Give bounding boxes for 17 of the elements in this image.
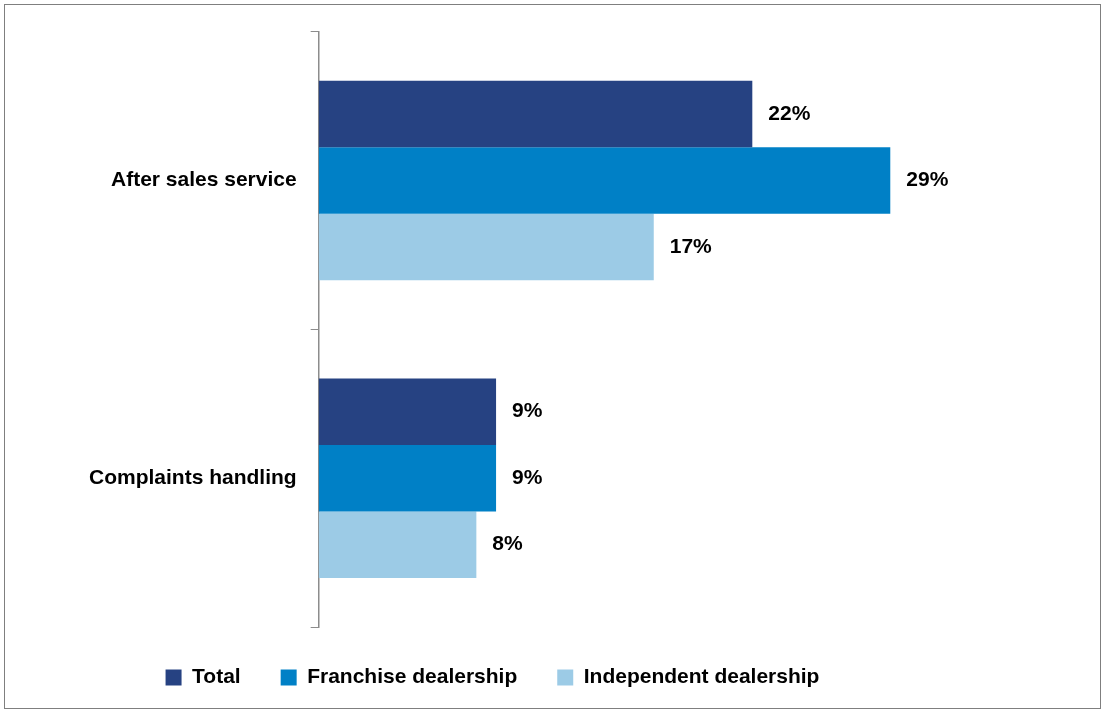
legend-label: Total: [192, 664, 241, 688]
y-tick-label: After sales service: [111, 167, 297, 191]
bar: [318, 444, 497, 512]
y-tick-label: Complaints handling: [88, 464, 297, 488]
bar: [318, 147, 891, 214]
data-label: 9%: [512, 464, 543, 488]
data-label: 8%: [492, 531, 524, 555]
data-label: 9%: [512, 398, 543, 422]
data-label: 29%: [906, 167, 949, 191]
bar: [318, 378, 497, 445]
bar: [318, 213, 654, 281]
legend-label: Franchise dealership: [307, 664, 518, 688]
legend-label: Independent dealership: [583, 664, 820, 688]
bar: [318, 80, 753, 148]
data-label: 22%: [768, 100, 811, 124]
bar: [318, 511, 477, 578]
data-label: 17%: [669, 233, 713, 257]
